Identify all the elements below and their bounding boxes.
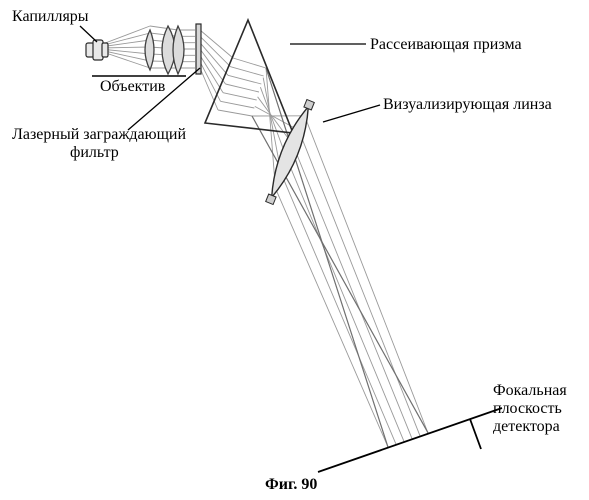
label-capillaries: Капилляры [12, 8, 89, 26]
label-dispersive-prism: Рассеивающая призма [370, 36, 522, 54]
label-visualizing-lens: Визуализирующая линза [383, 96, 552, 114]
label-focal-plane-l2: плоскость [493, 400, 562, 418]
label-laser-filter-l2: фильтр [70, 144, 119, 162]
label-focal-plane-l3: детектора [493, 418, 560, 436]
figure-caption: Фиг. 90 [265, 476, 317, 494]
label-focal-plane-l1: Фокальная [493, 382, 567, 400]
label-objective: Объектив [100, 78, 165, 96]
label-laser-filter-l1: Лазерный заграждающий [12, 126, 186, 144]
